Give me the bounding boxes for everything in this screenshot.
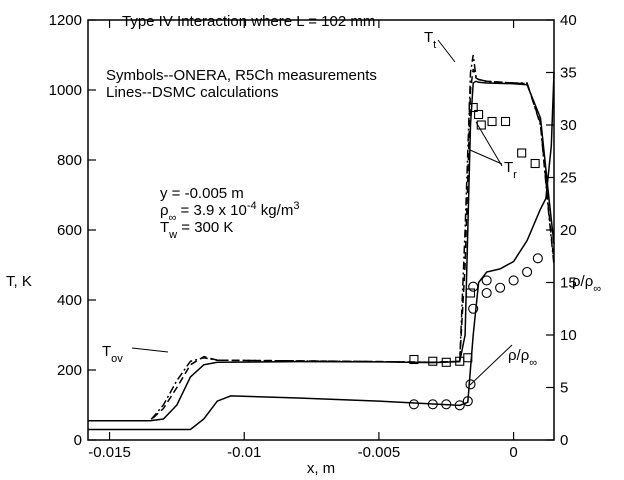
- annotation-part: Symbols--ONERA, R5Ch measurements: [106, 67, 377, 84]
- annotation-part: Type IV Interaction where L = 102 mm: [122, 13, 375, 30]
- series-line: [88, 72, 555, 431]
- y-tick-label: 1000: [49, 82, 82, 99]
- annotation-part: Lines--DSMC calculations: [106, 84, 279, 101]
- annotation: Symbols--ONERA, R5Ch measurements: [106, 67, 377, 84]
- series-label-part: T: [102, 343, 111, 360]
- series-label-part: ρ/ρ: [508, 347, 529, 364]
- circle-marker: [454, 400, 465, 411]
- leader-line: [437, 39, 456, 63]
- x-tick-label: 0: [509, 444, 517, 461]
- circle-marker: [468, 281, 479, 292]
- annotation-part: T: [160, 219, 169, 236]
- square-marker: [530, 158, 540, 169]
- circle-marker: [462, 396, 473, 407]
- y-tick-label: 200: [57, 362, 82, 379]
- square-marker: [441, 357, 451, 367]
- series-label: Tov: [102, 343, 123, 365]
- y-tick-label: 1200: [49, 12, 82, 29]
- series-line: [88, 54, 555, 422]
- y2-axis-label-part: ∞: [593, 283, 601, 295]
- annotation-part: ρ: [160, 202, 169, 219]
- series-label: Tt: [424, 29, 436, 51]
- square-marker: [474, 109, 484, 120]
- circle-marker: [468, 303, 479, 314]
- annotation-part: ∞: [169, 212, 177, 224]
- y2-tick-label: 5: [560, 380, 568, 397]
- y-axis-label: T, K: [6, 273, 32, 290]
- square-marker: [517, 148, 527, 158]
- y-tick-label: 600: [57, 222, 82, 239]
- y-tick-label: 400: [57, 292, 82, 309]
- y2-axis-label: ρ/ρ∞: [572, 273, 601, 295]
- annotation: y = -0.005 m: [160, 185, 244, 202]
- leader-line: [469, 344, 513, 386]
- y2-tick-label: 20: [560, 222, 577, 239]
- square-marker: [409, 354, 419, 365]
- square-marker: [465, 288, 476, 298]
- x-axis-label: x, m: [307, 460, 335, 477]
- series-line: [88, 68, 555, 422]
- y2-tick-label: 30: [560, 117, 577, 134]
- circle-marker: [532, 253, 543, 264]
- y-tick-label: 0: [74, 432, 82, 449]
- annotation-part: 3: [293, 200, 299, 212]
- annotation-part: kg/m: [257, 202, 294, 219]
- circle-marker: [481, 275, 492, 286]
- annotation-part: w: [168, 229, 177, 241]
- series-label-part: T: [504, 159, 513, 176]
- circle-marker: [495, 282, 506, 293]
- series-label-part: ov: [111, 353, 123, 365]
- series-line: [88, 80, 555, 422]
- y2-tick-label: 0: [560, 432, 568, 449]
- x-tick-label: -0.005: [358, 444, 401, 461]
- circle-marker: [522, 266, 533, 278]
- leader-line: [131, 347, 169, 353]
- square-marker: [487, 116, 497, 127]
- y2-tick-label: 35: [560, 65, 577, 82]
- y2-tick-label: 15: [560, 275, 577, 292]
- series-label-part: T: [424, 29, 433, 46]
- annotation-part: -4: [247, 200, 257, 212]
- annotation-part: = 3.9 x 10: [176, 202, 246, 219]
- square-marker: [463, 353, 473, 363]
- y-tick-label: 800: [57, 152, 82, 169]
- series-label: ρ/ρ∞: [508, 347, 537, 369]
- y2-tick-label: 25: [560, 170, 577, 187]
- circle-marker: [508, 275, 519, 286]
- annotation: Type IV Interaction where L = 102 mm: [122, 13, 375, 30]
- series-label-part: r: [513, 169, 517, 181]
- circle-marker: [441, 399, 452, 410]
- x-tick-label: -0.015: [88, 444, 131, 461]
- y2-axis-label-part: ρ/ρ: [572, 273, 593, 290]
- annotation: Tw = 300 K: [160, 219, 233, 241]
- annotation-part: = 300 K: [177, 219, 233, 236]
- y2-tick-label: 10: [560, 327, 577, 344]
- annotation: Lines--DSMC calculations: [106, 84, 279, 101]
- series-label-part: t: [433, 39, 436, 51]
- circle-marker: [481, 287, 492, 299]
- leader-line: [475, 121, 503, 167]
- circle-marker: [408, 399, 419, 410]
- annotation-part: y = -0.005 m: [160, 185, 244, 202]
- series-label: Tr: [504, 159, 517, 181]
- annotation: ρ∞ = 3.9 x 10-4 kg/m3: [160, 200, 299, 224]
- leader-line: [469, 149, 503, 165]
- y2-tick-label: 40: [560, 12, 577, 29]
- circle-marker: [427, 399, 438, 410]
- x-tick-label: -0.01: [227, 444, 261, 461]
- series-label-part: ∞: [529, 357, 537, 369]
- square-marker: [476, 120, 486, 130]
- circle-marker: [465, 379, 476, 390]
- square-marker: [468, 102, 478, 113]
- square-marker: [500, 116, 511, 127]
- square-marker: [428, 356, 438, 366]
